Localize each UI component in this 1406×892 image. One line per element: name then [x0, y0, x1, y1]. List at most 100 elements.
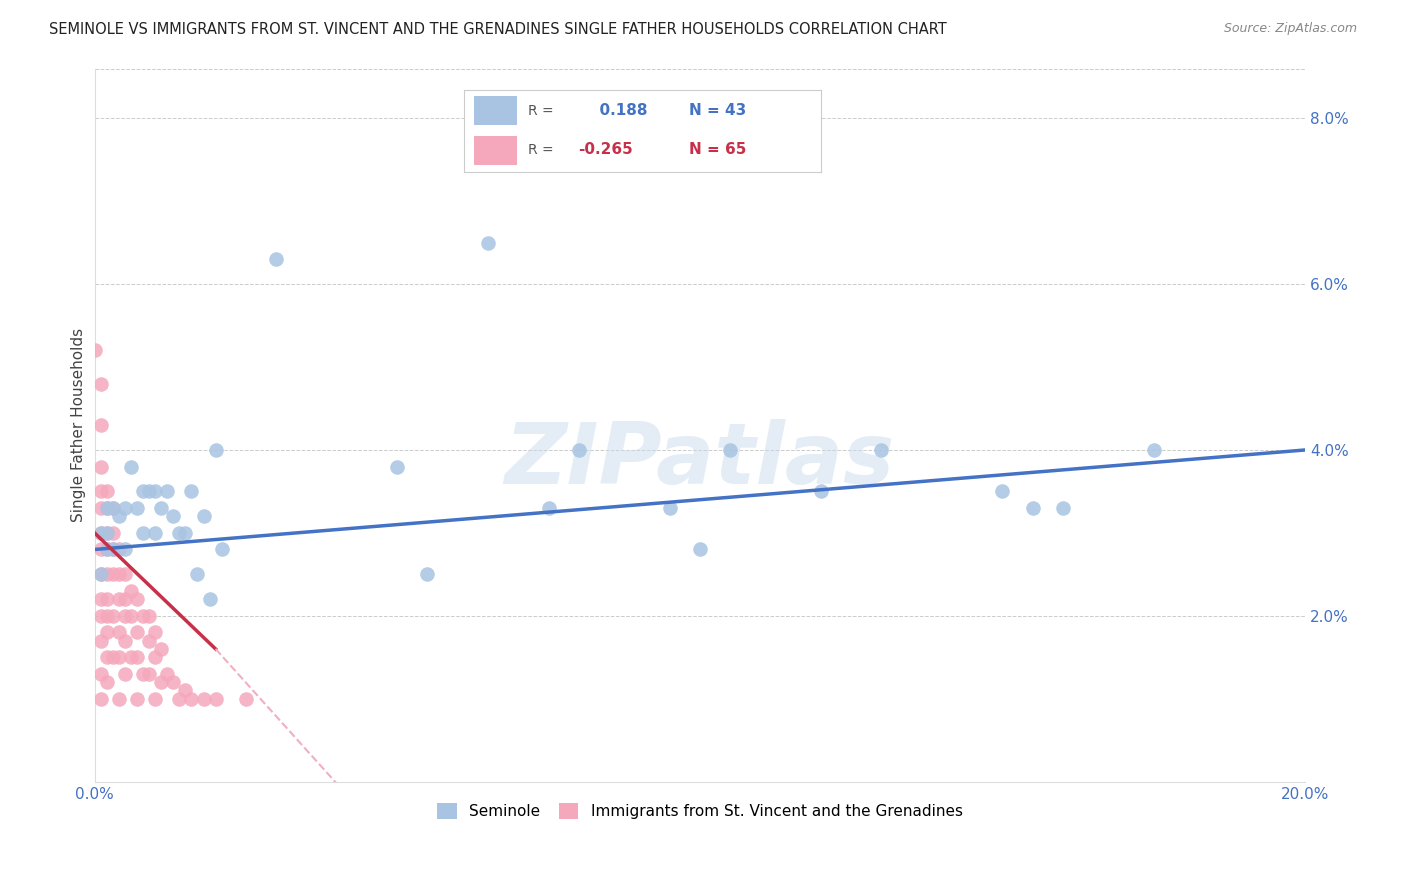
Point — [114, 608, 136, 623]
Point — [107, 542, 129, 557]
Point — [114, 501, 136, 516]
Point — [96, 484, 118, 499]
Point — [416, 567, 439, 582]
Point — [235, 691, 257, 706]
Point — [193, 691, 215, 706]
Point — [107, 592, 129, 607]
Point — [138, 484, 160, 499]
Point — [90, 592, 112, 607]
Point — [114, 633, 136, 648]
Point — [162, 675, 184, 690]
Point — [143, 484, 166, 499]
Point — [96, 525, 118, 540]
Point — [96, 625, 118, 640]
Point — [101, 542, 124, 557]
Point — [96, 525, 118, 540]
Point — [96, 608, 118, 623]
Point — [96, 542, 118, 557]
Point — [90, 376, 112, 391]
Point — [169, 525, 191, 540]
Point — [193, 509, 215, 524]
Point — [96, 501, 118, 516]
Point — [138, 666, 160, 681]
Point — [138, 608, 160, 623]
Point — [107, 625, 129, 640]
Point — [1143, 442, 1166, 457]
Point — [132, 608, 155, 623]
Point — [114, 592, 136, 607]
Point — [101, 501, 124, 516]
Point — [568, 442, 591, 457]
Point — [1022, 501, 1045, 516]
Point — [156, 484, 179, 499]
Point — [150, 675, 173, 690]
Point — [132, 525, 155, 540]
Point — [101, 542, 124, 557]
Point — [125, 625, 148, 640]
Point — [96, 650, 118, 665]
Point — [143, 625, 166, 640]
Y-axis label: Single Father Households: Single Father Households — [72, 328, 86, 522]
Point — [204, 442, 226, 457]
Point — [90, 484, 112, 499]
Point — [90, 418, 112, 433]
Point — [180, 484, 202, 499]
Point — [120, 583, 142, 598]
Point — [174, 683, 197, 698]
Point — [83, 343, 105, 358]
Point — [90, 567, 112, 582]
Point — [138, 633, 160, 648]
Point — [101, 650, 124, 665]
Point — [101, 608, 124, 623]
Point — [125, 592, 148, 607]
Point — [101, 525, 124, 540]
Point — [107, 650, 129, 665]
Point — [143, 525, 166, 540]
Point — [156, 666, 179, 681]
Point — [107, 509, 129, 524]
Point — [90, 525, 112, 540]
Point — [125, 650, 148, 665]
Point — [120, 459, 142, 474]
Point — [90, 542, 112, 557]
Point — [211, 542, 233, 557]
Point — [90, 633, 112, 648]
Point — [114, 542, 136, 557]
Point — [96, 592, 118, 607]
Point — [169, 691, 191, 706]
Point — [125, 691, 148, 706]
Point — [180, 691, 202, 706]
Point — [90, 691, 112, 706]
Point — [162, 509, 184, 524]
Point — [204, 691, 226, 706]
Point — [387, 459, 409, 474]
Point — [658, 501, 681, 516]
Point — [1052, 501, 1074, 516]
Point — [186, 567, 208, 582]
Point — [101, 567, 124, 582]
Point — [120, 608, 142, 623]
Point — [810, 484, 832, 499]
Point — [174, 525, 197, 540]
Point — [90, 459, 112, 474]
Point — [477, 235, 499, 250]
Point — [143, 650, 166, 665]
Text: SEMINOLE VS IMMIGRANTS FROM ST. VINCENT AND THE GRENADINES SINGLE FATHER HOUSEHO: SEMINOLE VS IMMIGRANTS FROM ST. VINCENT … — [49, 22, 948, 37]
Point — [101, 501, 124, 516]
Point — [107, 567, 129, 582]
Point — [689, 542, 711, 557]
Text: ZIPatlas: ZIPatlas — [505, 419, 896, 502]
Point — [96, 501, 118, 516]
Text: Source: ZipAtlas.com: Source: ZipAtlas.com — [1223, 22, 1357, 36]
Point — [90, 501, 112, 516]
Point — [198, 592, 221, 607]
Point — [132, 666, 155, 681]
Point — [90, 525, 112, 540]
Point — [125, 501, 148, 516]
Point — [870, 442, 893, 457]
Point — [96, 675, 118, 690]
Point — [96, 567, 118, 582]
Point — [96, 542, 118, 557]
Point — [114, 567, 136, 582]
Point — [991, 484, 1014, 499]
